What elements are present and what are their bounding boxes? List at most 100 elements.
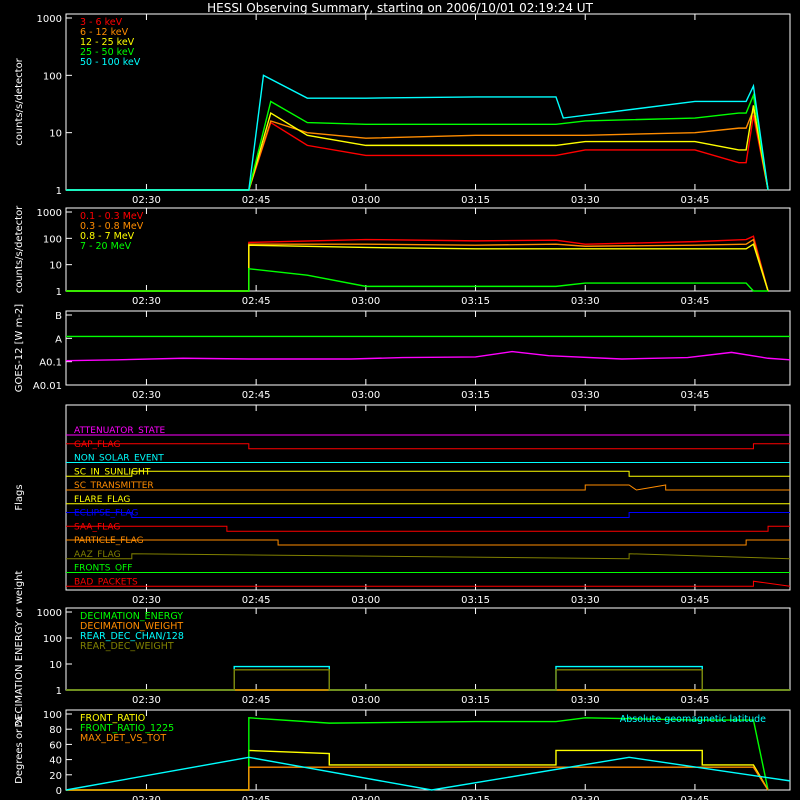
y-tick-label: 100 <box>43 71 62 82</box>
x-tick-label: 02:30 <box>132 795 161 800</box>
y-tick-label: 1000 <box>37 14 62 25</box>
series-line-3-6-kev <box>66 115 769 191</box>
x-tick-label: 03:15 <box>461 595 490 606</box>
x-tick-label: 03:00 <box>351 296 380 307</box>
legend-entry-12-25-kev: 12 - 25 keV <box>80 37 135 48</box>
legend-entry-max-det-vs-tot: MAX_DET_VS_TOT <box>80 733 166 744</box>
series-line-7-20-mev <box>66 267 769 292</box>
panel-decimation: 02:30 02:45 03:00 03:15 03:30 03:451101001000… <box>14 570 791 727</box>
legend-entry-rear-dec-weight: REAR_DEC_WEIGHT <box>80 641 174 652</box>
x-tick-label: 02:30 <box>132 595 161 606</box>
x-tick-label: 03:45 <box>681 695 710 706</box>
x-tick-label: 02:30 <box>132 195 161 206</box>
x-tick-label: 03:00 <box>351 195 380 206</box>
y-axis-label: Flags <box>14 484 25 510</box>
x-tick-label: 02:45 <box>242 695 271 706</box>
legend-entry-3-6-kev: 3 - 6 keV <box>80 17 123 28</box>
flag-line-aaz-flag <box>66 553 791 560</box>
series-line-6-12-kev <box>66 107 769 191</box>
panel-lightcurves-low: 02:30 02:45 03:00 03:15 03:30 03:45 1 10 100 1000… <box>14 13 791 206</box>
flag-line-particle-flag <box>66 539 790 546</box>
panel-frame <box>65 13 791 191</box>
series-line-0-8-7-mev <box>66 243 769 292</box>
legend-entry-50-100-kev: 50 - 100 keV <box>80 57 141 68</box>
flag-label-non-solar-event: NON_SOLAR_EVENT <box>74 454 164 464</box>
x-tick-label: 03:30 <box>571 296 600 307</box>
x-tick-label: 03:45 <box>681 795 710 800</box>
series-line-25-50-kev <box>66 92 769 191</box>
series-line-50-100-kev <box>66 74 769 191</box>
y-tick-label: 10 <box>49 129 62 140</box>
series-line-rear-dec-weight <box>66 669 790 691</box>
x-tick-label: 03:45 <box>681 296 710 307</box>
panel-lightcurves-high: 02:30 02:45 03:00 03:15 03:30 03:45 1 10 100 1000… <box>14 205 791 307</box>
y-tick-label: 20 <box>49 771 62 782</box>
x-tick-label: 03:00 <box>351 795 380 800</box>
y-tick-label: 1 <box>56 287 62 298</box>
flag-line-gap-flag <box>66 443 790 450</box>
series-line-front-ratio-1225 <box>66 717 769 791</box>
series-line-goes-short <box>65 350 791 362</box>
y-tick-label: A0.1 <box>39 358 62 369</box>
panel-flags: 02:30 02:45 03:00 03:15 03:30 03:45 Flags ATTEN… <box>14 404 791 606</box>
y-tick-label: 40 <box>49 756 62 767</box>
series-line-12-25-kev <box>66 105 769 191</box>
flag-label-bad-packets: BAD_PACKETS <box>74 577 138 587</box>
flag-label-sc-in-sunlight: SC_IN_SUNLIGHT <box>74 467 151 477</box>
panel-ratios: 02:30 02:45 03:00 03:15 03:30 03:45 0 20 40 60 80 1… <box>14 709 791 800</box>
panel-goes: 02:30 02:45 03:00 03:15 03:30 03:45 A0.01 A0.1 A… <box>14 304 791 401</box>
x-tick-label: 03:45 <box>681 390 710 401</box>
panel-frame <box>65 404 791 591</box>
x-tick-label: 03:15 <box>461 390 490 401</box>
legend-entry-25-50-kev: 25 - 50 keV <box>80 47 135 58</box>
x-tick-label: 02:45 <box>242 296 271 307</box>
x-tick-label: 03:00 <box>351 390 380 401</box>
panel-frame <box>65 310 791 386</box>
y-tick-label: 1 <box>56 686 62 697</box>
legend-entry-0-3-0-8-mev: 0.3 - 0.8 MeV <box>80 221 144 232</box>
flag-line-saa-flag <box>66 525 790 532</box>
legend-entry-0-8-7-mev: 0.8 - 7 MeV <box>80 231 135 242</box>
y-axis-label: GOES-12 [W m-2] <box>14 304 25 392</box>
legend-entry-decimation-energy: DECIMATION_ENERGY <box>80 611 183 622</box>
y-tick-label: 10 <box>49 660 62 671</box>
y-tick-label: 0 <box>56 786 62 797</box>
y-tick-label: 60 <box>49 740 62 751</box>
x-tick-label: 02:30 <box>132 390 161 401</box>
legend-entry-6-12-kev: 6 - 12 keV <box>80 27 129 38</box>
x-tick-label: 03:15 <box>461 296 490 307</box>
x-tick-label: 02:45 <box>242 595 271 606</box>
y-tick-label: 1000 <box>37 208 62 219</box>
x-tick-label: 03:00 <box>351 595 380 606</box>
panel-frame <box>65 207 791 292</box>
legend-entry-rear-dec-chan-128: REAR_DEC_CHAN/128 <box>80 631 184 642</box>
flag-label-aaz-flag: AAZ_FLAG <box>74 550 121 560</box>
legend-entry-0-1-0-3-mev: 0.1 - 0.3 MeV <box>80 211 144 222</box>
flag-label-attenuator-state: ATTENUATOR_STATE <box>74 426 166 436</box>
y-tick-label: 100 <box>43 234 62 245</box>
series-line-max-det-vs-tot <box>66 766 769 791</box>
flag-label-fronts-off: FRONTS_OFF <box>74 564 132 574</box>
flag-label-sc-transmitter: SC_TRANSMITTER <box>74 481 154 491</box>
x-tick-label: 02:45 <box>242 195 271 206</box>
y-axis-label: counts/s/detector <box>14 57 25 145</box>
flag-line-bad-packets <box>66 580 791 587</box>
x-tick-label: 03:30 <box>571 695 600 706</box>
page-title: HESSI Observing Summary, starting on 200… <box>207 1 593 15</box>
y-tick-label: 80 <box>49 725 62 736</box>
x-tick-label: 02:45 <box>242 795 271 800</box>
y-tick-label: A0.01 <box>33 381 62 392</box>
annotation-geomagnetic-latitude: Absolute geomagnetic latitude <box>620 714 766 725</box>
y-tick-label: A <box>55 334 62 345</box>
legend-entry-front-ratio: FRONT_RATIO <box>80 713 145 724</box>
x-tick-label: 03:30 <box>571 795 600 800</box>
x-tick-label: 03:30 <box>571 195 600 206</box>
y-tick-label: 10 <box>49 261 62 272</box>
x-tick-label: 03:45 <box>681 195 710 206</box>
series-line-front-ratio <box>66 749 769 791</box>
flag-label-saa-flag: SAA_FLAG <box>74 522 120 532</box>
x-tick-label: 03:15 <box>461 195 490 206</box>
legend-entry-7-20-mev: 7 - 20 MeV <box>80 241 132 252</box>
flag-label-gap-flag: GAP_FLAG <box>74 440 120 450</box>
